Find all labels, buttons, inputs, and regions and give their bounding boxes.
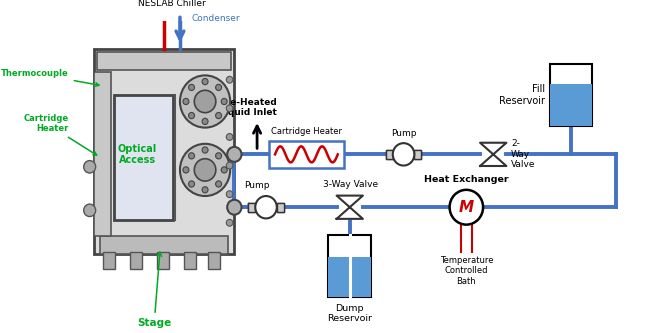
Circle shape [255,196,277,218]
Circle shape [226,162,233,169]
Text: Pump: Pump [391,129,416,138]
Bar [157,252,169,269]
Circle shape [195,90,216,113]
Circle shape [180,75,230,128]
Text: Optical
Access: Optical Access [118,144,157,165]
Bar [277,203,284,211]
Circle shape [226,105,233,112]
Bar [248,203,255,211]
Text: NESLAB Chiller: NESLAB Chiller [138,0,206,8]
Circle shape [202,147,208,153]
Text: 2-
Way
Valve: 2- Way Valve [511,140,535,169]
Circle shape [227,147,242,162]
Bar [248,203,255,211]
Text: Fill
Reservoir: Fill Reservoir [499,85,546,106]
Circle shape [189,113,195,119]
Circle shape [202,187,208,193]
Bar [269,141,344,168]
Circle shape [226,76,233,83]
Bar [95,49,234,254]
Circle shape [450,190,483,225]
Circle shape [84,204,96,216]
Circle shape [226,219,233,226]
Bar [277,203,284,211]
Bar [414,150,421,159]
Bar [130,252,142,269]
Polygon shape [480,143,507,166]
Bar [550,64,592,127]
Bar [328,235,371,297]
Circle shape [189,153,195,159]
Circle shape [189,84,195,91]
Circle shape [84,161,96,173]
Circle shape [221,98,227,105]
Circle shape [215,153,221,159]
Bar [97,52,231,70]
Circle shape [195,159,216,181]
Circle shape [226,191,233,197]
Circle shape [189,181,195,187]
Text: M: M [459,200,474,215]
Circle shape [226,134,233,141]
Text: Pre-Heated
Liquid Inlet: Pre-Heated Liquid Inlet [219,98,277,117]
Bar [328,257,371,297]
Bar [101,236,228,254]
Circle shape [202,118,208,125]
Circle shape [215,84,221,91]
Text: Condenser: Condenser [191,14,240,23]
Circle shape [215,113,221,119]
Text: Cartridge
Heater: Cartridge Heater [23,114,97,155]
Circle shape [221,167,227,173]
Circle shape [393,143,414,166]
Bar [95,72,111,236]
Circle shape [202,79,208,85]
Polygon shape [337,195,363,219]
Bar [103,252,115,269]
Text: Temperature
Controlled
Bath: Temperature Controlled Bath [440,256,493,285]
Bar [386,150,393,159]
Bar [414,150,421,159]
Bar [386,150,393,159]
Circle shape [183,98,189,105]
Bar [550,84,592,127]
Text: Heat Exchanger: Heat Exchanger [424,174,509,183]
Text: Cartridge Heater: Cartridge Heater [271,127,342,136]
Circle shape [227,200,242,215]
Text: Stage: Stage [137,252,171,328]
Bar [208,252,220,269]
Circle shape [180,144,230,196]
Text: 3-Way Valve: 3-Way Valve [323,179,378,188]
Circle shape [215,181,221,187]
Text: Dump
Reservoir: Dump Reservoir [327,304,372,323]
Circle shape [183,167,189,173]
Bar [184,252,196,269]
Text: Thermocouple: Thermocouple [1,69,99,86]
Text: Pump: Pump [244,181,270,190]
Bar [113,95,173,220]
